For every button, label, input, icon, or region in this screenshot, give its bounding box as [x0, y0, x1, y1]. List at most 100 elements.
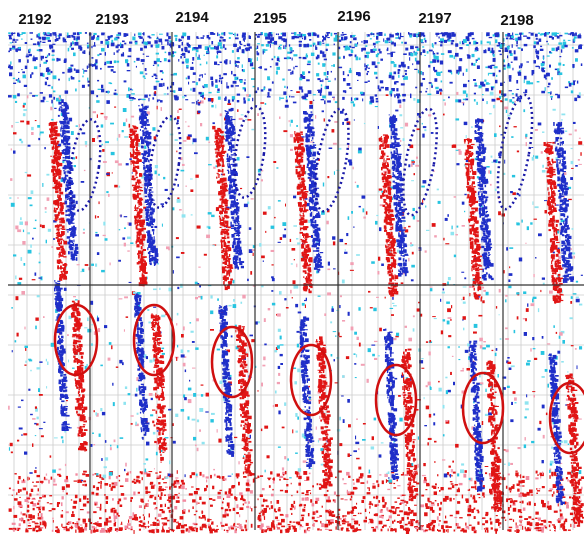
speckle	[365, 40, 368, 43]
speckle	[119, 134, 121, 138]
speckle	[75, 299, 78, 300]
speckle	[94, 410, 95, 412]
speckle	[32, 95, 35, 97]
speckle	[356, 254, 360, 256]
speckle	[53, 97, 55, 100]
speckle	[463, 39, 467, 43]
speckle	[327, 37, 330, 38]
speckle	[14, 33, 16, 34]
speckle	[423, 126, 426, 128]
speckle	[29, 49, 31, 52]
speckle	[474, 93, 476, 95]
speckle	[142, 477, 143, 480]
speckle	[352, 47, 355, 48]
speckle	[560, 63, 561, 65]
speckle	[371, 261, 375, 264]
speckle	[181, 252, 185, 254]
speckle	[242, 35, 246, 38]
speckle	[508, 279, 510, 282]
speckle	[532, 70, 535, 74]
speckle	[499, 70, 501, 72]
speckle	[178, 59, 179, 62]
speckle	[378, 355, 380, 356]
speckle	[244, 38, 245, 42]
speckle	[74, 42, 78, 46]
speckle	[507, 115, 510, 117]
speckle	[248, 474, 249, 476]
speckle	[108, 194, 110, 197]
speckle	[349, 87, 351, 89]
speckle	[448, 390, 451, 393]
speckle	[277, 500, 280, 504]
speckle	[63, 240, 64, 242]
speckle	[193, 72, 196, 75]
speckle	[496, 348, 498, 351]
speckle	[463, 84, 467, 87]
speckle	[396, 88, 398, 91]
speckle	[106, 501, 108, 504]
speckle	[116, 530, 118, 532]
speckle	[219, 78, 222, 80]
speckle	[426, 483, 429, 486]
speckle	[31, 73, 33, 74]
speckle	[85, 141, 87, 145]
speckle	[188, 399, 192, 403]
speckle	[210, 47, 214, 49]
speckle	[355, 377, 357, 378]
speckle	[153, 289, 157, 291]
speckle	[40, 506, 41, 509]
speckle	[81, 480, 83, 481]
speckle	[290, 521, 292, 523]
speckle	[74, 36, 76, 40]
speckle	[467, 55, 470, 59]
speckle	[148, 36, 151, 38]
speckle	[163, 177, 165, 179]
speckle	[190, 322, 192, 323]
speckle	[569, 134, 572, 136]
speckle	[139, 516, 141, 518]
speckle	[377, 62, 380, 64]
speckle	[173, 73, 177, 76]
speckle	[129, 48, 132, 52]
speckle	[281, 38, 285, 40]
speckle	[162, 72, 164, 74]
speckle	[343, 419, 345, 423]
speckle	[369, 519, 373, 520]
speckle	[567, 479, 569, 482]
speckle	[313, 94, 316, 95]
speckle	[23, 32, 26, 34]
speckle	[96, 37, 99, 40]
speckle	[354, 363, 356, 365]
speckle	[405, 70, 408, 72]
speckle	[102, 412, 105, 415]
speckle	[535, 156, 538, 159]
speckle	[537, 56, 539, 60]
speckle	[509, 273, 513, 276]
speckle	[13, 151, 16, 154]
speckle	[362, 99, 363, 102]
speckle	[244, 204, 248, 207]
speckle	[70, 221, 72, 224]
speckle	[257, 46, 259, 49]
speckle	[53, 145, 54, 148]
speckle	[47, 197, 50, 201]
speckle	[463, 73, 464, 76]
speckle	[342, 97, 345, 100]
speckle	[546, 41, 548, 42]
speckle	[460, 41, 461, 44]
speckle	[149, 360, 152, 363]
speckle	[451, 232, 455, 236]
speckle	[354, 523, 356, 524]
speckle	[399, 418, 402, 422]
speckle	[196, 528, 198, 530]
speckle	[23, 109, 27, 111]
speckle	[439, 490, 441, 492]
speckle	[394, 72, 397, 75]
speckle	[516, 525, 519, 528]
speckle	[112, 483, 115, 485]
speckle	[482, 99, 484, 102]
speckle	[150, 524, 153, 525]
speckle	[94, 42, 95, 46]
speckle	[444, 40, 447, 43]
speckle	[72, 242, 73, 244]
